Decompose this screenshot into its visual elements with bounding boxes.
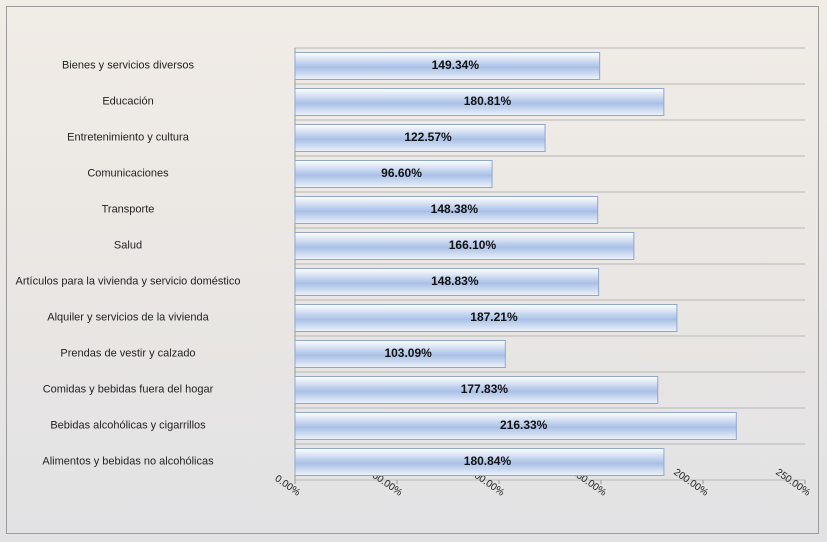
- bar: [294, 196, 599, 224]
- bar: [294, 304, 678, 332]
- category-label: Bebidas alcohólicas y cigarrillos: [50, 419, 206, 432]
- category-label: Prendas de vestir y calzado: [60, 347, 196, 360]
- value-label: 216.33%: [500, 418, 548, 432]
- category-label: Comidas y bebidas fuera del hogar: [42, 383, 214, 396]
- category-label: Transporte: [101, 203, 155, 216]
- bar: [294, 376, 659, 404]
- value-label: 148.83%: [431, 274, 479, 288]
- category-label: Comunicaciones: [87, 167, 169, 180]
- bar: [294, 124, 546, 152]
- category-label: Artículos para la vivienda y servicio do…: [15, 275, 241, 288]
- value-label: 149.34%: [432, 58, 480, 72]
- bar: [294, 88, 665, 116]
- bar: [294, 232, 635, 260]
- value-label: 187.21%: [470, 310, 518, 324]
- x-tick-label: 200.00%: [671, 467, 710, 499]
- category-label: Entretenimiento y cultura: [67, 131, 189, 144]
- value-label: 122.57%: [404, 130, 452, 144]
- chart-frame: [6, 6, 819, 534]
- value-label: 148.38%: [431, 202, 479, 216]
- value-label: 180.84%: [464, 454, 512, 468]
- x-tick-label: 0.00%: [273, 473, 303, 498]
- x-tick-label: 250.00%: [773, 467, 812, 499]
- value-label: 180.81%: [464, 94, 512, 108]
- bar: [294, 412, 737, 440]
- bar: [294, 160, 493, 188]
- category-label: Alquiler y servicios de la vivienda: [47, 311, 209, 324]
- bar: [294, 52, 601, 80]
- value-label: 103.09%: [384, 346, 432, 360]
- bar: [294, 340, 506, 368]
- category-label: Salud: [113, 239, 143, 252]
- value-label: 96.60%: [381, 166, 422, 180]
- value-label: 166.10%: [449, 238, 497, 252]
- bar: [294, 268, 600, 296]
- category-label: Bienes y servicios diversos: [61, 59, 195, 72]
- value-label: 177.83%: [461, 382, 509, 396]
- category-label: Educación: [102, 95, 154, 108]
- bar: [294, 448, 665, 476]
- category-label: Alimentos y bebidas no alcohólicas: [42, 455, 214, 468]
